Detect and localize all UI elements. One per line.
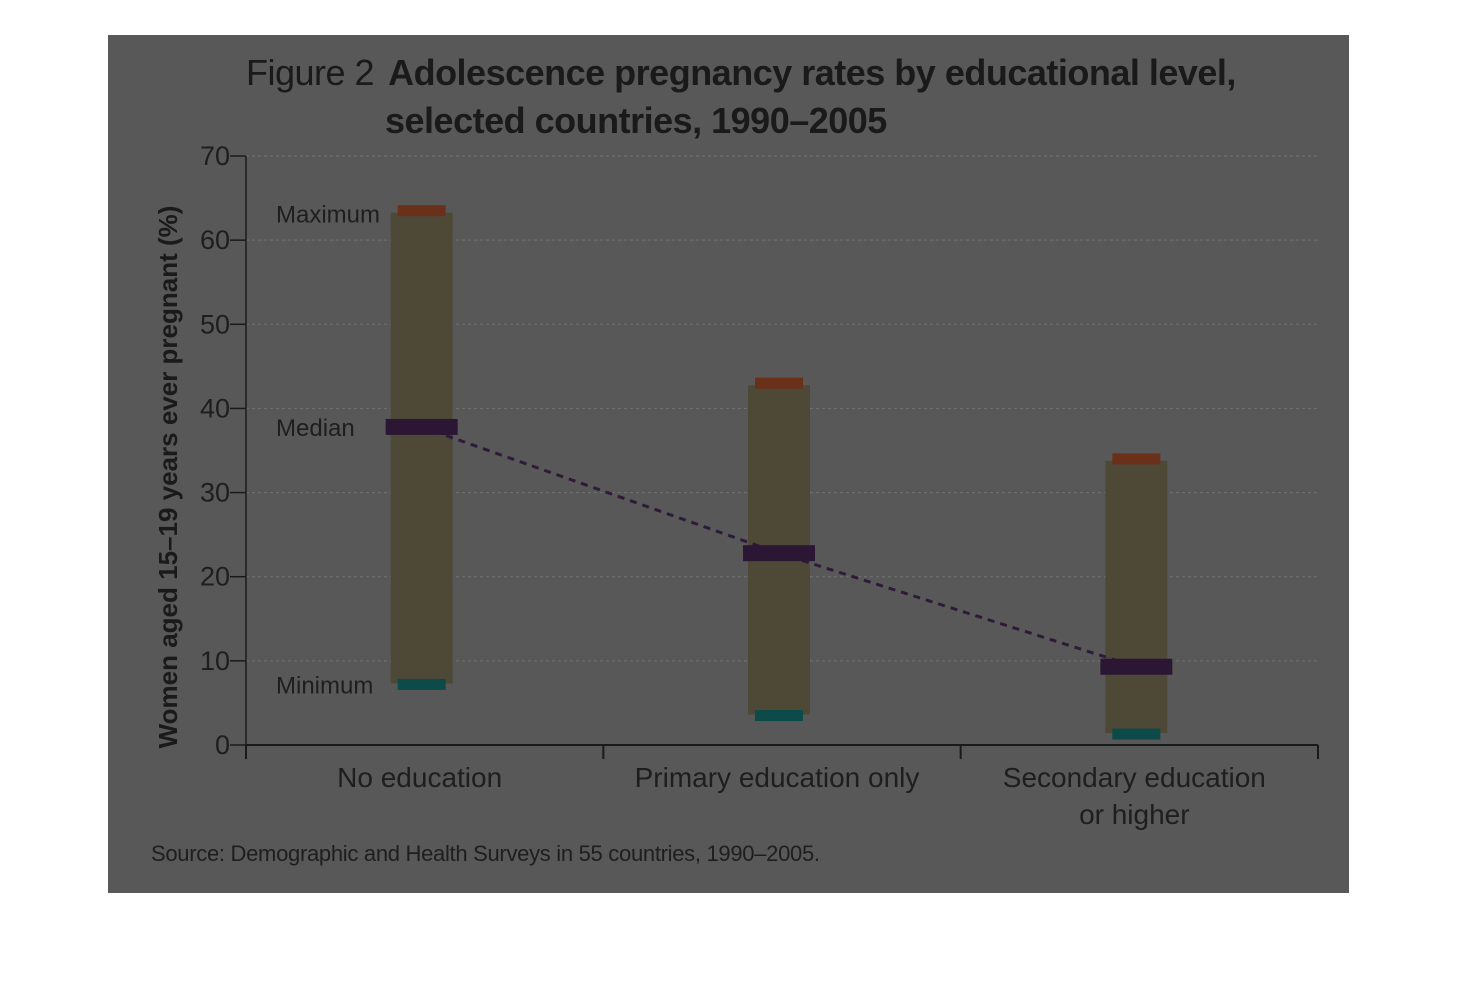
annotation-median: Median <box>276 415 355 442</box>
annotation-maximum: Maximum <box>276 202 380 229</box>
median-marker <box>385 418 458 435</box>
title-line-2: selected countries, 1990–2005 <box>385 100 887 141</box>
range-bar <box>1105 460 1168 734</box>
x-category-label: No education <box>337 762 502 793</box>
maximum-marker <box>1112 453 1161 465</box>
median-marker <box>743 545 815 562</box>
range-bars <box>390 212 1168 734</box>
x-category-label: Secondary education <box>1003 762 1266 793</box>
maximum-marker <box>755 377 803 389</box>
y-tick-label: 30 <box>200 478 230 508</box>
y-tick-label: 10 <box>200 646 230 676</box>
figure-title: Figure 2 Adolescence pregnancy rates by e… <box>246 49 1236 145</box>
markers <box>385 205 1173 740</box>
axes: 0 10 20 30 40 50 60 70 No education Primary educa… <box>200 141 1319 830</box>
minimum-marker <box>397 678 446 690</box>
minimum-marker <box>1112 728 1161 740</box>
x-category-label: or higher <box>1079 799 1190 830</box>
annotations: Maximum Median Minimum <box>276 202 380 700</box>
source-note: Source: Demographic and Health Surveys i… <box>151 841 820 866</box>
maximum-marker <box>397 205 446 217</box>
range-bar <box>390 212 453 684</box>
y-tick-label: 60 <box>200 225 230 255</box>
y-tick-label: 0 <box>215 730 230 760</box>
title-line-1: Adolescence pregnancy rates by education… <box>388 52 1236 93</box>
y-axis-label: Women aged 15–19 years ever pregnant (%) <box>153 206 183 749</box>
y-tick-label: 70 <box>200 141 230 171</box>
y-tick-label: 50 <box>200 309 230 339</box>
figure-label: Figure 2 <box>246 52 375 93</box>
annotation-minimum: Minimum <box>276 672 373 699</box>
median-marker <box>1100 658 1173 675</box>
minimum-marker <box>755 710 803 722</box>
y-tick-label: 20 <box>200 562 230 592</box>
x-category-label: Primary education only <box>635 762 920 793</box>
figure-panel: Figure 2 Adolescence pregnancy rates by e… <box>108 35 1349 893</box>
chart-area: 0 10 20 30 40 50 60 70 No education Primary educa… <box>153 141 1319 830</box>
y-tick-label: 40 <box>200 393 230 423</box>
